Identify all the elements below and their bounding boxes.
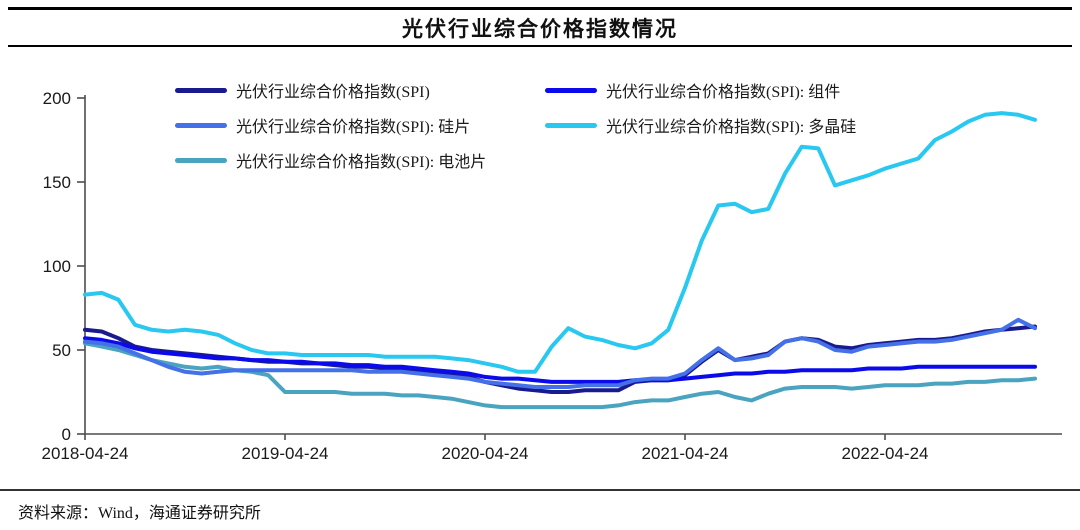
title-underline [8,45,1072,47]
legend-label-module: 光伏行业综合价格指数(SPI): 组件 [606,84,841,101]
legend-label-wafer: 光伏行业综合价格指数(SPI): 硅片 [236,119,471,136]
y-tick-label: 150 [43,173,71,192]
legend-label-cell: 光伏行业综合价格指数(SPI): 电池片 [236,154,487,171]
series-line-module [83,336,1037,384]
legend-swatch-module [545,87,597,93]
legend-item-polysilicon: 光伏行业综合价格指数(SPI): 多晶硅 [545,115,857,136]
y-tick-label: 200 [43,89,71,108]
legend-swatch-polysilicon [545,122,597,128]
footer-divider-line [0,489,1080,491]
line-chart: 0 50 100 150 200 2018-04-24 2019-04-24 2020-04-… [42,89,1062,463]
legend-item-cell: 光伏行业综合价格指数(SPI): 电池片 [175,150,487,171]
legend-swatch-wafer [175,122,227,128]
series-line-polysilicon [83,111,1037,374]
x-tick-label: 2021-04-24 [642,444,729,463]
top-border-line [8,7,1072,10]
legend-label-polysilicon: 光伏行业综合价格指数(SPI): 多晶硅 [606,119,857,136]
legend-label-spi: 光伏行业综合价格指数(SPI) [236,84,430,101]
source-note: 资料来源：Wind，海通证券研究所 [18,505,261,522]
x-tick-label: 2020-04-24 [442,444,529,463]
x-tick-label: 2019-04-24 [242,444,329,463]
y-tick-label: 50 [52,341,71,360]
legend-item-spi: 光伏行业综合价格指数(SPI) [175,80,430,101]
y-tick-label: 100 [43,257,71,276]
legend-item-wafer: 光伏行业综合价格指数(SPI): 硅片 [175,115,471,136]
legend-swatch-spi [175,87,227,93]
legend-item-module: 光伏行业综合价格指数(SPI): 组件 [545,80,841,101]
x-tick-label: 2022-04-24 [842,444,929,463]
y-tick-label: 0 [62,425,71,444]
series-line-wafer [83,317,1037,389]
chart-title: 光伏行业综合价格指数情况 [402,17,678,41]
legend-swatch-cell [175,157,227,163]
x-tick-label: 2018-04-24 [42,444,129,463]
series-line-cell [83,341,1037,410]
